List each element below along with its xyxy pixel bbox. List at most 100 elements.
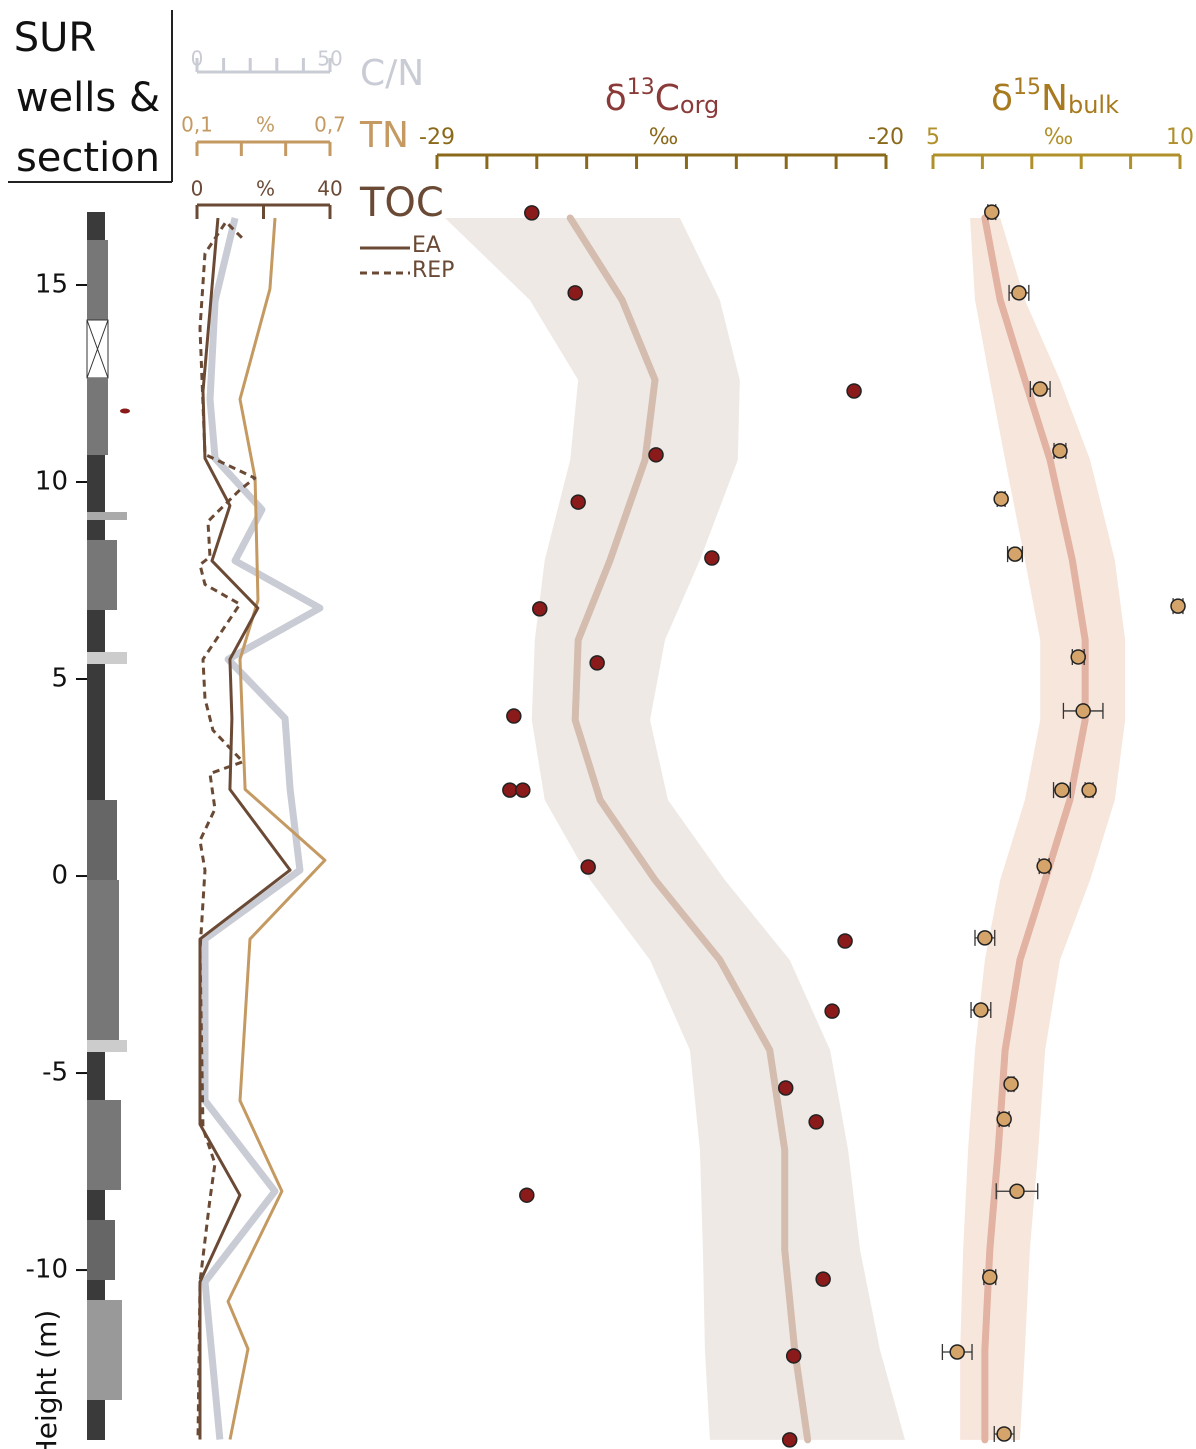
data-point <box>996 1426 1012 1442</box>
data-point <box>570 494 586 510</box>
x-unit: ‰ <box>1044 125 1074 150</box>
profile-line <box>201 217 324 1440</box>
x-tick-label: 0 <box>191 177 204 201</box>
data-point <box>1003 1076 1019 1092</box>
data-point <box>982 1269 998 1285</box>
title-line: section <box>16 135 160 181</box>
data-point <box>977 930 993 946</box>
data-point <box>567 285 583 301</box>
data-point <box>515 782 531 798</box>
data-point <box>984 204 1000 220</box>
x-tick-label: 50 <box>317 47 342 71</box>
data-point <box>1081 782 1097 798</box>
lithology-nodule <box>120 408 130 414</box>
lithology-bed <box>87 240 108 320</box>
data-point <box>993 491 1009 507</box>
lithology-bed <box>87 1300 122 1400</box>
axis-name: TOC <box>359 180 444 226</box>
y-tick-label: 5 <box>51 664 68 694</box>
lithology-bed <box>87 378 108 455</box>
data-point <box>580 859 596 875</box>
data-point <box>532 601 548 617</box>
data-point <box>589 655 605 671</box>
x-unit: % <box>256 113 275 137</box>
panel-title-part: C <box>655 78 680 119</box>
data-point <box>1070 649 1086 665</box>
legend-label: REP <box>412 258 454 283</box>
lithology-bed <box>87 540 117 610</box>
panel-title-part: org <box>680 91 719 119</box>
y-axis-label: Height (m) <box>30 1310 63 1449</box>
data-point <box>1007 546 1023 562</box>
data-point <box>949 1344 965 1360</box>
x-tick-label: -20 <box>868 125 904 150</box>
fit-band <box>960 218 1126 1440</box>
data-point <box>1052 443 1068 459</box>
y-tick-label: 0 <box>51 861 68 891</box>
data-point <box>996 1111 1012 1127</box>
lithology-bed <box>87 1220 115 1280</box>
panel-title-part: 13 <box>627 75 655 100</box>
data-point <box>785 1348 802 1364</box>
data-point <box>1075 703 1091 719</box>
panel-title-part: δ <box>991 78 1013 119</box>
lithology-bed <box>87 880 119 1040</box>
data-point <box>502 782 518 798</box>
lithology-column <box>86 212 130 1440</box>
fit-band <box>444 218 905 1440</box>
data-point <box>648 447 664 463</box>
x-tick-label: 5 <box>926 125 940 150</box>
profile-line <box>196 220 257 1440</box>
y-tick-label: 15 <box>35 269 68 299</box>
data-point <box>519 1187 535 1203</box>
y-tick-label: -5 <box>42 1058 68 1088</box>
x-tick-label: 0,1 <box>181 113 213 137</box>
title-line: SUR <box>14 15 96 61</box>
x-tick-label: 10 <box>1166 125 1194 150</box>
data-point <box>704 550 720 566</box>
panel-title-part: bulk <box>1068 91 1119 119</box>
data-point <box>1011 285 1027 301</box>
axis-name: C/N <box>360 53 424 94</box>
data-point <box>777 1080 794 1096</box>
lithology-bed <box>87 800 117 880</box>
lithology-gap <box>86 319 109 379</box>
data-point <box>815 1271 831 1287</box>
fit-line <box>981 214 1089 1444</box>
data-point <box>824 1003 840 1019</box>
data-point <box>846 383 862 399</box>
x-unit: ‰ <box>649 125 679 150</box>
data-point <box>973 1002 989 1018</box>
data-point <box>506 708 522 724</box>
data-point <box>1170 598 1186 614</box>
axis-name: TN <box>359 115 409 156</box>
title-line: wells & <box>16 75 160 121</box>
x-tick-label: 0 <box>191 47 204 71</box>
data-point <box>781 1432 798 1448</box>
data-point <box>837 933 853 949</box>
panel-title-part: δ <box>605 78 627 119</box>
data-point <box>808 1114 824 1130</box>
panel-title-part: 15 <box>1013 75 1041 100</box>
profile-line <box>198 217 292 1440</box>
x-unit: % <box>256 177 275 201</box>
x-tick-label: 40 <box>317 177 342 201</box>
legend-label: EA <box>412 233 441 258</box>
lithology-bed <box>87 1100 121 1190</box>
fit-line <box>566 214 812 1444</box>
lithology-bed <box>87 652 127 664</box>
data-point <box>1054 782 1070 798</box>
x-tick-label: -29 <box>419 125 455 150</box>
panel-title-part: N <box>1041 78 1068 119</box>
panel-title: δ15Nbulk <box>991 75 1119 119</box>
lithology-bed <box>87 1040 127 1052</box>
lithology-bed <box>87 512 127 520</box>
data-point <box>1032 381 1048 397</box>
y-tick-label: 10 <box>35 467 68 497</box>
panel-title: δ13Corg <box>605 75 720 119</box>
profile-line <box>226 217 327 1440</box>
data-point <box>524 205 540 221</box>
y-tick-label: -10 <box>26 1255 68 1285</box>
